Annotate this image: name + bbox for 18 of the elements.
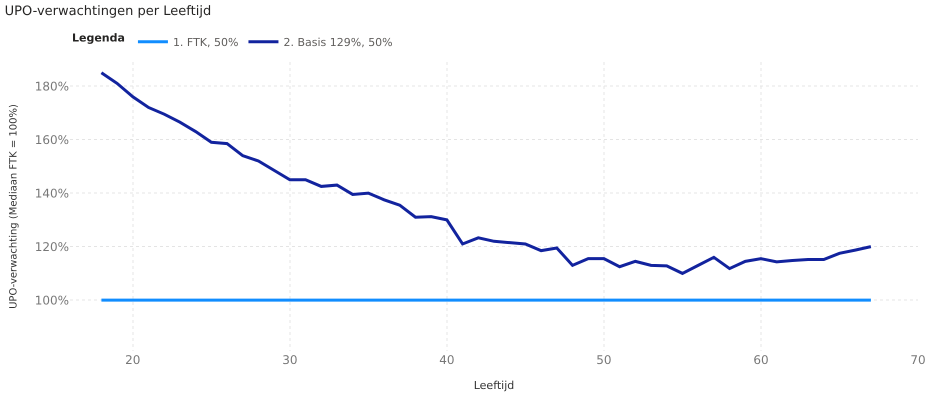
y-tick-label: 140% [34, 186, 69, 200]
x-axis-title: Leeftijd [474, 379, 514, 392]
y-tick-label: 180% [34, 79, 69, 94]
y-tick-label: 120% [34, 240, 69, 254]
x-tick-label: 70 [910, 353, 926, 367]
x-tick-label: 20 [125, 353, 140, 367]
y-axis-title: UPO-verwachting (Mediaan FTK = 100%) [8, 104, 20, 309]
x-tick-label: 50 [596, 353, 612, 367]
line-series [100, 71, 872, 275]
legend-label: 2. Basis 129%, 50% [283, 36, 393, 50]
legend-title: Legenda [72, 32, 125, 45]
x-tick-label: 30 [282, 353, 298, 367]
x-tick-label: 40 [439, 353, 455, 367]
y-tick-label: 100% [34, 293, 69, 308]
legend-label: 1. FTK, 50% [172, 36, 238, 50]
x-tick-label: 60 [753, 353, 769, 367]
chart-title: UPO-verwachtingen per Leeftijd [4, 4, 212, 20]
y-tick-label: 160% [34, 132, 69, 147]
